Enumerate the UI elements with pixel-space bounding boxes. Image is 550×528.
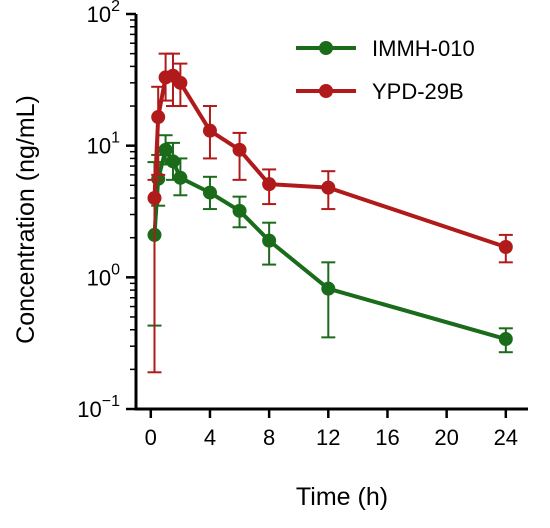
legend-label: YPD-29B bbox=[372, 79, 464, 104]
axes bbox=[134, 14, 528, 411]
legend-item: IMMH-010 bbox=[296, 36, 475, 61]
y-axis-title: Concentration (ng/mL) bbox=[12, 95, 40, 344]
legend: IMMH-010 YPD-29B bbox=[296, 36, 475, 104]
data-point bbox=[232, 203, 247, 218]
series-2 bbox=[147, 52, 513, 374]
series-layer bbox=[147, 52, 513, 374]
data-point bbox=[173, 170, 188, 185]
data-point bbox=[202, 185, 217, 200]
x-tick-label: 12 bbox=[316, 425, 340, 450]
data-point bbox=[262, 233, 277, 248]
legend-swatch-marker bbox=[319, 84, 333, 98]
legend-item: YPD-29B bbox=[296, 79, 464, 104]
y-tick-label: 100 bbox=[87, 261, 120, 290]
data-point bbox=[321, 281, 336, 296]
data-point bbox=[158, 142, 173, 157]
x-tick-label: 8 bbox=[263, 425, 275, 450]
series-line bbox=[152, 147, 507, 341]
legend-swatch-marker bbox=[319, 41, 333, 55]
legend-label: IMMH-010 bbox=[372, 36, 475, 61]
x-tick-label: 24 bbox=[494, 425, 518, 450]
data-point bbox=[262, 177, 277, 192]
x-axis-title: Time (h) bbox=[296, 483, 388, 511]
data-point bbox=[151, 110, 166, 125]
data-point bbox=[165, 154, 180, 169]
error-bar bbox=[321, 261, 336, 339]
data-point bbox=[321, 180, 336, 195]
x-tick-label: 20 bbox=[434, 425, 458, 450]
data-point bbox=[498, 332, 513, 347]
y-axis-ticks: 10−1 100 101 102 bbox=[77, 0, 136, 422]
data-point bbox=[202, 123, 217, 138]
y-tick-label: 10−1 bbox=[77, 393, 120, 422]
y-tick-label: 102 bbox=[87, 0, 120, 27]
series-line bbox=[152, 73, 507, 249]
series-1 bbox=[147, 134, 513, 354]
x-tick-label: 4 bbox=[204, 425, 216, 450]
error-bar bbox=[147, 178, 162, 374]
data-point bbox=[498, 239, 513, 254]
x-tick-label: 16 bbox=[375, 425, 399, 450]
data-point bbox=[173, 75, 188, 90]
x-tick-label: 0 bbox=[145, 425, 157, 450]
data-point bbox=[147, 191, 162, 206]
data-point bbox=[232, 142, 247, 157]
x-axis-ticks: 0 4 8 12 16 20 24 bbox=[145, 409, 518, 450]
y-tick-label: 101 bbox=[87, 130, 120, 159]
